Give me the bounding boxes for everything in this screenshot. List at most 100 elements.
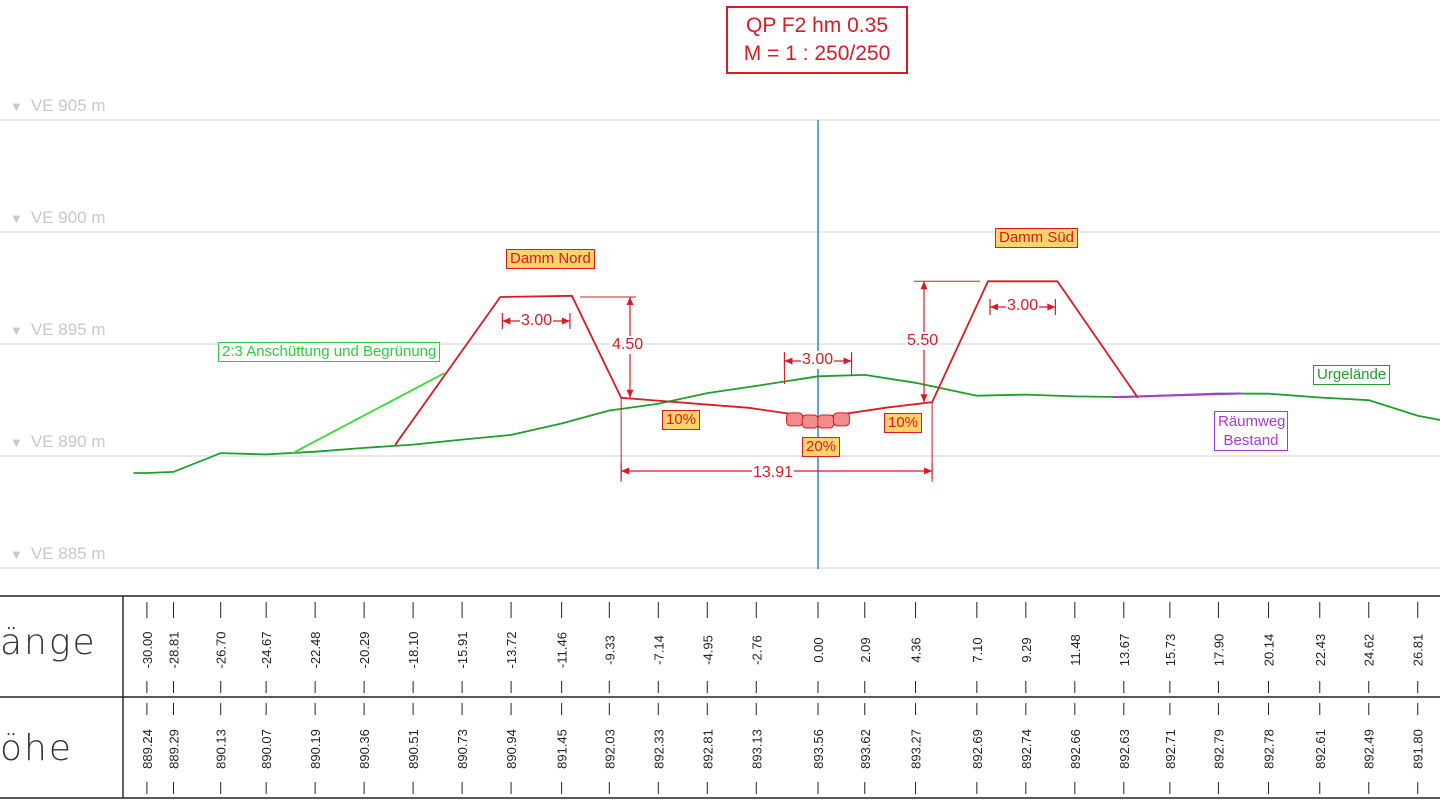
- dim-height-nord-mark-arrow-bottom: [626, 389, 634, 398]
- station-laenge-7: -15.91: [455, 632, 470, 669]
- raeumweg-line: [1113, 392, 1241, 399]
- label-slope-center: 20%: [802, 437, 841, 457]
- station-hoehe-2: 890.13: [214, 729, 229, 769]
- station-hoehe-18: 892.74: [1019, 729, 1034, 769]
- riprap-stone-3: [817, 414, 835, 429]
- section-title: QP F2 hm 0.35: [745, 14, 889, 37]
- station-hoehe-5: 890.36: [357, 729, 372, 769]
- station-laenge-11: -7.14: [651, 635, 666, 665]
- level-label-905: ▼ VE 905 m: [10, 96, 106, 115]
- station-hoehe-0: 889.24: [140, 729, 155, 769]
- station-laenge-21: 15.73: [1163, 634, 1178, 667]
- label-raeumweg-line2: Bestand: [1223, 432, 1279, 449]
- terrain-line: [133, 373, 1440, 474]
- dim-height-sued-mark-arrow-top: [920, 281, 928, 290]
- station-hoehe-15: 893.62: [858, 729, 873, 769]
- station-laenge-16: 4.36: [909, 637, 924, 662]
- station-laenge-17: 7.10: [970, 637, 985, 662]
- station-laenge-0: -30.00: [140, 632, 155, 669]
- station-laenge-12: -4.95: [700, 635, 715, 665]
- terrain-layer: [133, 372, 1440, 474]
- station-hoehe-20: 892.63: [1117, 729, 1132, 769]
- station-hoehe-6: 890.51: [406, 729, 421, 769]
- section-title-box: QP F2 hm 0.35 M = 1 : 250/250: [726, 6, 908, 74]
- dim-crest-nord: 3.00: [520, 312, 554, 330]
- dim-height-nord: 4.50: [611, 336, 645, 354]
- label-anschuettung: 2:3 Anschüttung und Begrünung: [218, 342, 441, 362]
- station-laenge-23: 20.14: [1262, 634, 1277, 667]
- row-label-laenge: änge: [0, 622, 97, 663]
- station-laenge-6: -18.10: [406, 632, 421, 669]
- station-hoehe-22: 892.79: [1211, 729, 1226, 769]
- station-laenge-1: -28.81: [167, 632, 182, 669]
- station-laenge-22: 17.90: [1211, 634, 1226, 667]
- station-hoehe-23: 892.78: [1262, 729, 1277, 769]
- dim-crest-nord-mark-arrow-left: [502, 317, 511, 325]
- station-hoehe-24: 892.61: [1313, 729, 1328, 769]
- label-damm-nord: Damm Nord: [506, 249, 595, 269]
- dim-crest-nord-mark-arrow-right: [561, 317, 570, 325]
- station-laenge-3: -24.67: [259, 632, 274, 669]
- station-hoehe-11: 892.33: [651, 729, 666, 769]
- dim-crest-sued-mark-arrow-left: [990, 303, 999, 311]
- label-raeumweg-line1: Räumweg: [1218, 413, 1286, 430]
- riprap-stone-4: [832, 412, 850, 427]
- dim-height-sued-mark-arrow-bottom: [920, 394, 928, 403]
- row-label-hoehe: öhe: [0, 728, 73, 769]
- riprap-stone-1: [786, 412, 804, 427]
- dim-total-width: 13.91: [752, 464, 795, 482]
- station-hoehe-3: 890.07: [259, 729, 274, 769]
- station-hoehe-16: 893.27: [909, 729, 924, 769]
- level-label-895: ▼ VE 895 m: [10, 320, 106, 339]
- station-hoehe-10: 892.03: [602, 729, 617, 769]
- station-laenge-20: 13.67: [1117, 634, 1132, 667]
- dim-crest-sued-mark-arrow-right: [1047, 303, 1056, 311]
- station-hoehe-13: 893.13: [749, 729, 764, 769]
- level-label-900: ▼ VE 900 m: [10, 208, 106, 227]
- dim-total-mark-arrow-left: [621, 467, 630, 475]
- station-laenge-13: -2.76: [749, 635, 764, 665]
- dim-total-mark-arrow-right: [924, 467, 933, 475]
- level-label-885: ▼ VE 885 m: [10, 544, 106, 563]
- dim-height-sued: 5.50: [906, 332, 940, 350]
- station-laenge-14: 0.00: [811, 637, 826, 662]
- station-hoehe-26: 891.80: [1411, 729, 1426, 769]
- station-laenge-2: -26.70: [214, 632, 229, 669]
- dim-bottom-mark-arrow-left: [784, 357, 793, 365]
- station-hoehe-9: 891.45: [555, 729, 570, 769]
- station-laenge-4: -22.48: [308, 632, 323, 669]
- station-hoehe-1: 889.29: [167, 729, 182, 769]
- label-raeumweg: Räumweg Bestand: [1214, 411, 1288, 451]
- label-slope-left: 10%: [662, 410, 701, 430]
- station-laenge-24: 22.43: [1313, 634, 1328, 667]
- fill-slope-line: [291, 372, 445, 455]
- station-laenge-26: 26.81: [1411, 634, 1426, 667]
- station-hoehe-17: 892.69: [970, 729, 985, 769]
- station-hoehe-19: 892.66: [1068, 729, 1083, 769]
- dim-bottom-mark-arrow-right: [843, 357, 852, 365]
- elevation-grid: [0, 119, 1440, 569]
- station-hoehe-25: 892.49: [1362, 729, 1377, 769]
- dim-bottom-width: 3.00: [801, 351, 835, 369]
- station-table: -30.00 889.24 -28.81 889.29 -26.70 890.13 -24.…: [0, 595, 1440, 799]
- label-slope-right: 10%: [884, 413, 923, 433]
- station-laenge-10: -9.33: [602, 635, 617, 665]
- station-hoehe-7: 890.73: [455, 729, 470, 769]
- label-damm-sued: Damm Süd: [995, 228, 1079, 248]
- station-laenge-18: 9.29: [1019, 637, 1034, 662]
- station-laenge-15: 2.09: [858, 637, 873, 662]
- station-hoehe-12: 892.81: [700, 729, 715, 769]
- section-scale: M = 1 : 250/250: [743, 42, 891, 65]
- station-hoehe-8: 890.94: [504, 729, 519, 769]
- station-hoehe-21: 892.71: [1163, 729, 1178, 769]
- station-laenge-8: -13.72: [504, 632, 519, 669]
- station-hoehe-4: 890.19: [308, 729, 323, 769]
- station-laenge-25: 24.62: [1362, 634, 1377, 667]
- station-laenge-19: 11.48: [1068, 634, 1083, 666]
- station-laenge-9: -11.46: [555, 632, 570, 668]
- label-urgelaende: Urgelände: [1313, 365, 1391, 385]
- dim-height-nord-mark-arrow-top: [626, 296, 634, 305]
- dim-crest-sued: 3.00: [1006, 297, 1040, 315]
- riprap-stone-2: [801, 414, 819, 429]
